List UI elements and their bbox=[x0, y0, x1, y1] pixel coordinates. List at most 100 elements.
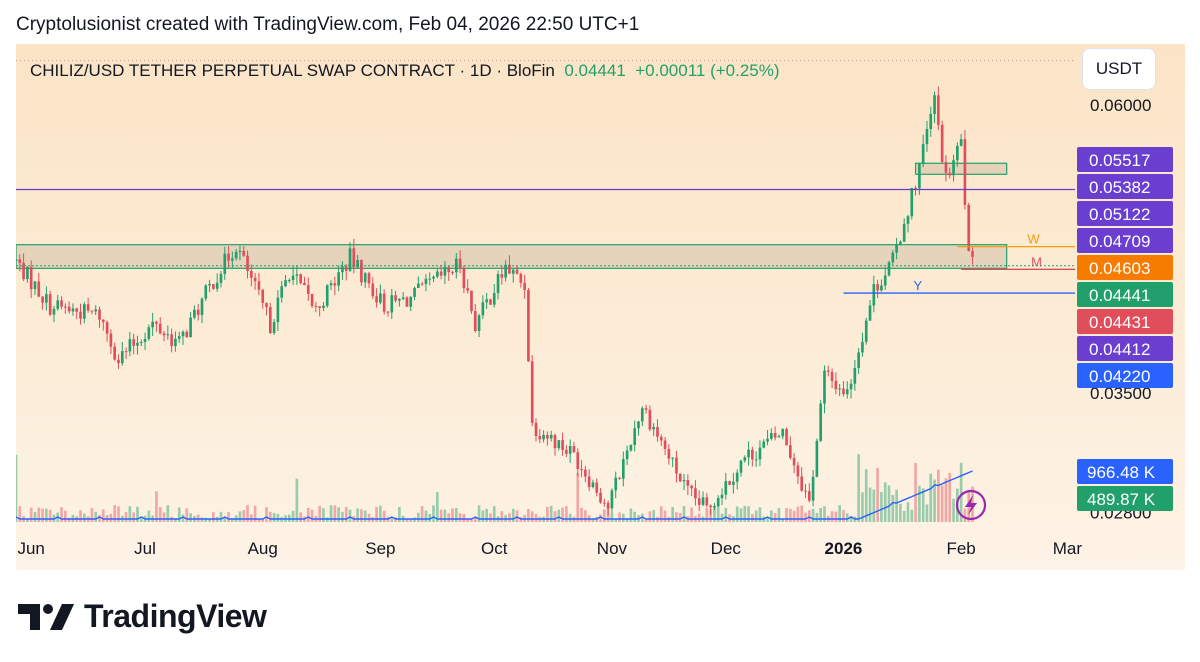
candle-body bbox=[18, 259, 22, 263]
candle-body bbox=[971, 251, 974, 257]
volume-bar bbox=[561, 507, 564, 522]
candle-body bbox=[561, 440, 564, 450]
candle-body bbox=[287, 279, 291, 281]
candle-body bbox=[762, 441, 766, 448]
candle-body bbox=[291, 275, 295, 280]
price-label: 0.05517 bbox=[1089, 151, 1150, 170]
candle-body bbox=[948, 172, 952, 176]
volume-bar bbox=[212, 512, 215, 522]
candle-body bbox=[754, 459, 758, 461]
volume-bar bbox=[333, 505, 337, 522]
zone-0 bbox=[16, 244, 1008, 269]
volume-bar bbox=[872, 489, 876, 522]
candle-body bbox=[883, 275, 887, 286]
x-tick-label: Feb bbox=[946, 539, 975, 558]
candle-body bbox=[37, 281, 41, 297]
candle-body bbox=[553, 435, 557, 449]
candle-body bbox=[694, 488, 697, 499]
candle-body bbox=[792, 457, 796, 466]
candle-body bbox=[132, 339, 135, 346]
candle-body bbox=[98, 309, 101, 320]
candle-body bbox=[728, 481, 731, 485]
volume-bar bbox=[492, 506, 496, 522]
volume-bar bbox=[773, 513, 777, 522]
candle-body bbox=[246, 255, 249, 272]
candle-body bbox=[743, 457, 747, 461]
price-label: 0.04603 bbox=[1089, 259, 1150, 278]
candle-body bbox=[382, 293, 386, 312]
candle-body bbox=[891, 252, 895, 263]
candle-body bbox=[732, 481, 735, 485]
lightning-icon[interactable] bbox=[955, 489, 987, 521]
price-label: 0.04220 bbox=[1089, 367, 1150, 386]
candle-body bbox=[644, 408, 648, 410]
volume-bar bbox=[253, 505, 257, 522]
volume-bar bbox=[652, 510, 656, 522]
volume-bar bbox=[98, 515, 101, 522]
symbol-info: CHILIZ/USD TETHER PERPETUAL SWAP CONTRAC… bbox=[30, 61, 780, 81]
volume-bar bbox=[379, 505, 382, 522]
candle-body bbox=[849, 383, 853, 390]
candle-body bbox=[751, 449, 754, 460]
volume-bar bbox=[451, 508, 454, 522]
candle-body bbox=[405, 297, 409, 307]
currency-button[interactable]: USDT bbox=[1082, 48, 1156, 90]
candle-body bbox=[299, 274, 303, 283]
volume-bar bbox=[781, 518, 785, 522]
candle-body bbox=[716, 498, 720, 506]
candle-body bbox=[519, 273, 523, 283]
volume-bar bbox=[675, 512, 678, 522]
candle-body bbox=[773, 433, 777, 438]
volume-bar bbox=[508, 513, 511, 522]
chart-panel[interactable] bbox=[16, 44, 1185, 570]
candle-body bbox=[925, 128, 929, 145]
volume-bar bbox=[257, 518, 261, 522]
candle-body bbox=[758, 447, 762, 460]
price-label-layer: 0.05517 0.05382 0.05122 0.04709 0.04603 0.044… bbox=[1077, 147, 1173, 511]
volume-bar bbox=[933, 479, 936, 522]
x-tick-label: 2026 bbox=[825, 539, 863, 558]
candle-body bbox=[41, 296, 44, 303]
volume-bar bbox=[29, 507, 33, 522]
volume-bar bbox=[435, 492, 439, 522]
candle-body bbox=[329, 283, 333, 286]
volume-bar bbox=[621, 513, 625, 522]
volume-bar bbox=[113, 505, 117, 522]
volume-bar bbox=[648, 511, 652, 522]
volume-bar bbox=[716, 504, 720, 522]
volume-bar bbox=[937, 469, 940, 522]
volume-bar bbox=[618, 512, 621, 522]
volume-bar bbox=[454, 508, 458, 522]
candle-body bbox=[640, 408, 644, 422]
candle-body bbox=[515, 269, 519, 274]
volume-bar bbox=[45, 508, 48, 522]
volume-bar bbox=[231, 518, 234, 522]
volume-bar bbox=[189, 513, 192, 522]
candle-body bbox=[136, 342, 139, 346]
candle-body bbox=[189, 317, 192, 338]
volume-bar bbox=[739, 508, 743, 522]
candle-body bbox=[899, 241, 902, 245]
candle-body bbox=[367, 273, 371, 284]
price-label-bg bbox=[1077, 147, 1173, 172]
volume-bar bbox=[238, 511, 242, 522]
volume-bar bbox=[625, 518, 629, 522]
candle-body bbox=[155, 321, 158, 324]
candle-body bbox=[337, 272, 340, 286]
volume-bar bbox=[845, 513, 849, 522]
candle-body bbox=[193, 309, 196, 318]
candle-body bbox=[496, 274, 500, 294]
volume-bar bbox=[910, 509, 914, 522]
candle-body bbox=[807, 491, 811, 501]
volume-bar bbox=[940, 485, 944, 522]
candle-body bbox=[489, 299, 492, 305]
volume-bar bbox=[18, 506, 22, 522]
y-tick-label: 0.03500 bbox=[1090, 384, 1151, 403]
candle-body bbox=[481, 302, 485, 316]
volume-bar bbox=[458, 513, 462, 522]
volume-bar bbox=[473, 516, 477, 522]
volume-bar bbox=[918, 485, 921, 522]
candle-body bbox=[542, 434, 545, 440]
candle-body bbox=[322, 305, 325, 308]
